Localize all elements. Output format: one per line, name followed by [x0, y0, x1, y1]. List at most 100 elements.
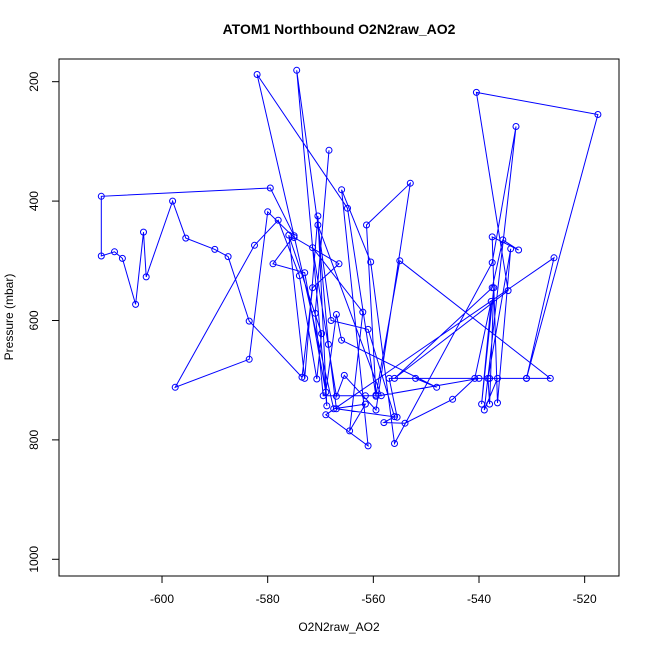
- y-axis-label: Pressure (mbar): [2, 274, 16, 361]
- data-point: [111, 248, 118, 256]
- data-point: [140, 228, 147, 236]
- data-point: [330, 405, 338, 413]
- data-point: [142, 273, 150, 281]
- y-tick-label: 400: [27, 191, 41, 211]
- data-point: [364, 442, 372, 450]
- data-point: [377, 392, 385, 400]
- y-axis: 200 400 600 800 1000: [27, 71, 59, 573]
- data-point: [372, 406, 380, 414]
- data-point: [301, 269, 309, 277]
- chart-title: ATOM1 Northbound O2N2raw_AO2: [223, 21, 456, 37]
- data-point: [309, 244, 317, 252]
- data-point: [385, 374, 393, 382]
- data-point: [323, 402, 331, 410]
- data-point: [171, 383, 179, 391]
- data-point: [488, 259, 496, 267]
- data-point: [298, 373, 306, 381]
- data-point: [594, 111, 602, 118]
- data-point: [380, 419, 388, 427]
- data-point: [309, 284, 317, 292]
- data-point: [332, 392, 340, 400]
- data-point: [364, 325, 372, 333]
- data-point: [274, 216, 282, 224]
- data-point: [182, 234, 190, 242]
- data-point: [546, 374, 554, 382]
- data-point: [372, 392, 380, 400]
- data-point: [480, 406, 488, 414]
- data-point: [97, 252, 105, 260]
- data-point: [290, 232, 298, 240]
- data-point: [471, 374, 479, 382]
- data-point: [332, 311, 340, 318]
- data-point: [346, 427, 354, 435]
- x-tick-label: -580: [256, 592, 280, 606]
- data-point: [361, 392, 369, 400]
- data-point: [340, 371, 348, 379]
- x-tick-label: -560: [361, 592, 385, 606]
- data-point: [363, 221, 370, 229]
- data-point: [332, 405, 340, 413]
- data-point: [391, 374, 398, 382]
- data-point: [224, 253, 232, 261]
- data-point: [118, 254, 126, 262]
- x-tick-label: -540: [467, 592, 491, 606]
- data-point: [359, 308, 367, 316]
- data-point: [475, 374, 483, 382]
- data-point: [550, 254, 558, 262]
- data-point: [169, 197, 177, 205]
- data-point: [391, 413, 398, 421]
- data-point: [344, 204, 351, 212]
- data-point: [515, 246, 523, 254]
- data-point: [245, 355, 253, 363]
- data-point: [393, 413, 401, 421]
- x-tick-label: -520: [573, 592, 597, 606]
- x-tick-label: -600: [150, 592, 174, 606]
- x-axis-label: O2N2raw_AO2: [298, 620, 380, 634]
- data-point: [295, 272, 303, 280]
- data-point: [391, 440, 398, 447]
- data-point: [324, 340, 332, 348]
- data-point: [433, 383, 441, 391]
- data-point: [245, 317, 253, 325]
- data-point: [293, 66, 301, 74]
- data-point: [325, 146, 333, 154]
- data-point: [523, 374, 530, 382]
- data-point: [494, 374, 501, 382]
- data-point: [490, 284, 498, 292]
- data-point: [253, 71, 261, 78]
- data-point: [406, 179, 414, 187]
- data-point: [412, 374, 420, 382]
- data-point: [264, 208, 272, 216]
- data-point: [504, 287, 512, 295]
- data-point: [266, 184, 274, 192]
- data-point: [132, 300, 140, 308]
- data-point: [269, 260, 277, 268]
- data-point: [361, 400, 369, 408]
- data-point: [367, 258, 375, 266]
- data-point: [478, 400, 486, 408]
- data-point: [338, 336, 346, 344]
- data-point: [322, 388, 330, 396]
- y-tick-label: 1000: [27, 546, 41, 573]
- data-point: [486, 400, 494, 408]
- data-point: [484, 374, 492, 382]
- data-point: [322, 411, 330, 419]
- data-point: [512, 123, 520, 130]
- y-tick-label: 200: [27, 71, 41, 91]
- data-point: [472, 88, 480, 96]
- data-point: [499, 236, 507, 244]
- data-point: [97, 192, 105, 200]
- y-tick-label: 800: [27, 430, 41, 450]
- data-point: [251, 241, 258, 249]
- data-point: [507, 245, 515, 253]
- plot-area: [97, 66, 602, 450]
- data-point: [488, 233, 496, 241]
- data-point: [494, 399, 501, 407]
- data-point: [401, 419, 409, 427]
- data-point: [313, 375, 321, 383]
- data-point: [396, 257, 404, 265]
- data-point: [211, 245, 219, 253]
- data-point: [314, 221, 322, 229]
- x-axis: -600 -580 -560 -540 -520: [150, 576, 597, 606]
